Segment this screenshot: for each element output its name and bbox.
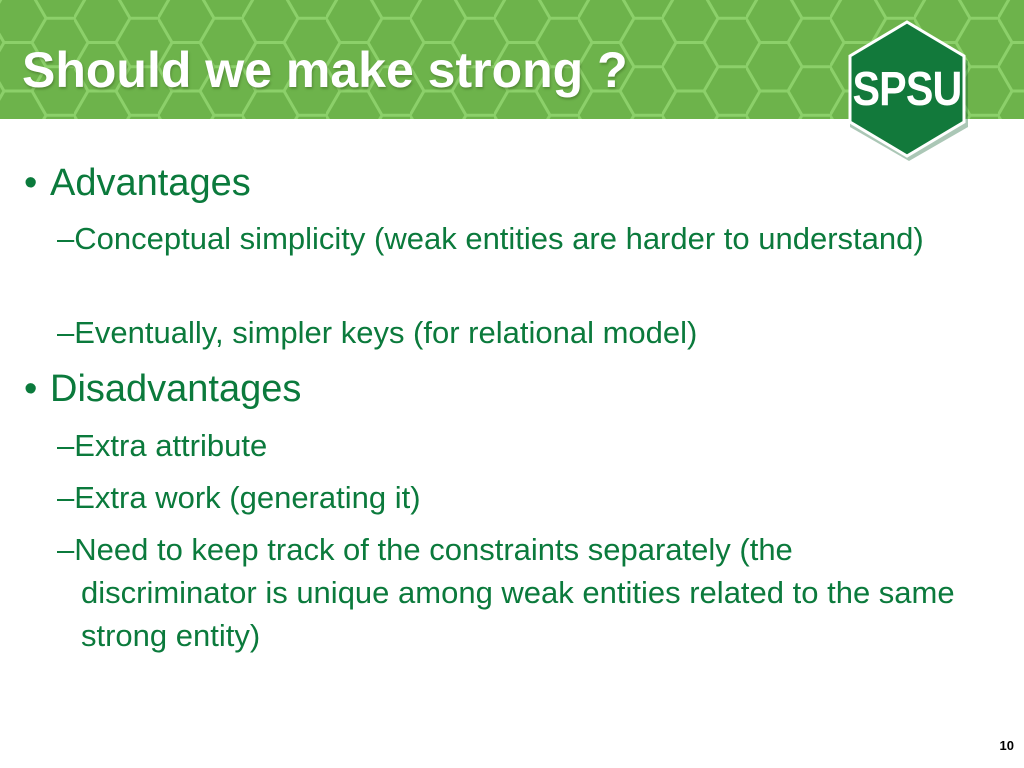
logo-text: SPSU	[852, 63, 963, 116]
sub-item: –Need to keep track of the constraints s…	[57, 532, 955, 653]
bullet-heading: Disadvantages	[50, 368, 302, 410]
bullet-disadvantages: • Disadvantages	[24, 368, 301, 410]
bullet-advantages: • Advantages	[24, 162, 251, 204]
bullet-heading: Advantages	[50, 162, 251, 204]
bullet-marker: •	[24, 368, 38, 410]
sub-item: –Extra work (generating it)	[57, 480, 421, 515]
spsu-logo: SPSU	[842, 20, 972, 162]
slide-title: Should we make strong ?	[22, 42, 628, 98]
sub-item: –Extra attribute	[57, 428, 268, 463]
logo-hexagon-icon	[848, 20, 968, 161]
bullet-marker: •	[24, 162, 38, 204]
sub-item: –Conceptual simplicity (weak entities ar…	[57, 221, 924, 256]
sub-item: –Eventually, simpler keys (for relationa…	[57, 315, 698, 350]
page-number: 10	[999, 738, 1014, 753]
